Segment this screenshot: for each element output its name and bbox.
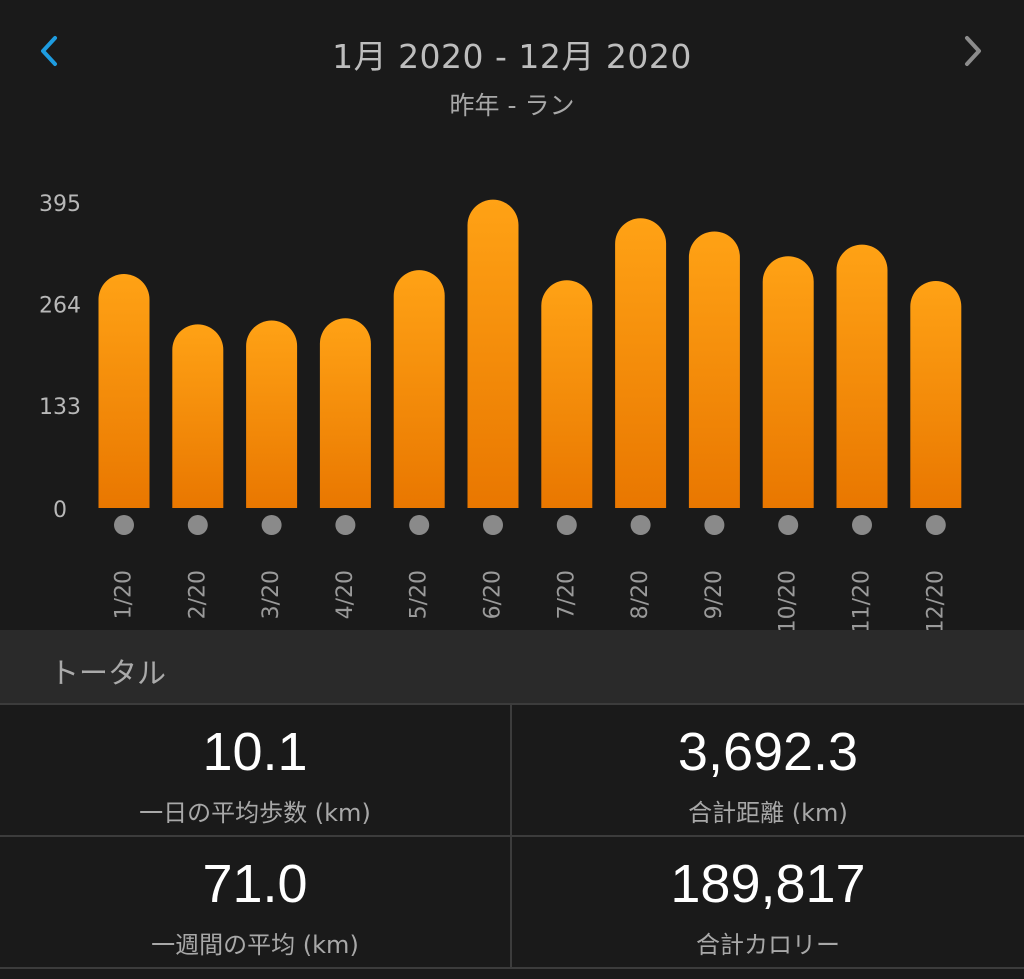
- month-dot[interactable]: [630, 515, 651, 535]
- bar-8-20[interactable]: [615, 218, 667, 508]
- bar-3-20[interactable]: [246, 320, 298, 508]
- x-tick-label: 4/20: [333, 570, 358, 619]
- x-tick-label: 9/20: [702, 570, 727, 619]
- x-tick-label: 12/20: [923, 570, 948, 630]
- bar-9-20[interactable]: [688, 231, 740, 508]
- previous-period-button[interactable]: [26, 28, 72, 74]
- month-dot[interactable]: [335, 515, 356, 535]
- stat-daily-average: 10.1 一日の平均歩数 (km): [0, 705, 512, 837]
- bar-chart: 0 133 264 395 1/20 2/20 3/20 4/20 5/20 6/20 7/20 8…: [39, 192, 962, 633]
- bar-12-20[interactable]: [910, 281, 962, 508]
- stat-label: 合計距離 (km): [688, 799, 848, 827]
- stat-label: 一日の平均歩数 (km): [139, 799, 371, 827]
- stat-total-calories: 189,817 合計カロリー: [512, 837, 1024, 969]
- x-tick-label: 10/20: [776, 570, 801, 630]
- page-subtitle: 昨年 - ラン: [449, 91, 575, 120]
- stat-value: 189,817: [670, 854, 866, 914]
- y-tick-label: 264: [39, 293, 81, 318]
- x-tick-label: 1/20: [112, 570, 137, 619]
- page-title: 1月 2020 - 12月 2020: [332, 37, 692, 76]
- stat-value: 10.1: [202, 722, 308, 782]
- stat-value: 71.0: [202, 854, 308, 914]
- chevron-left-icon: [41, 36, 57, 66]
- bar-4-20[interactable]: [319, 318, 371, 508]
- x-tick-label: 6/20: [481, 570, 506, 619]
- month-dot[interactable]: [925, 515, 946, 535]
- bar-2-20[interactable]: [172, 324, 224, 508]
- month-dot[interactable]: [778, 515, 799, 535]
- bar-6-20[interactable]: [467, 199, 519, 508]
- month-dot[interactable]: [114, 515, 134, 535]
- bar-11-20[interactable]: [836, 244, 888, 508]
- bar-10-20[interactable]: [762, 256, 814, 508]
- month-dot[interactable]: [483, 515, 503, 535]
- x-tick-label: 7/20: [554, 570, 579, 619]
- x-tick-label: 2/20: [185, 570, 210, 619]
- y-tick-label: 0: [53, 498, 67, 523]
- chevron-right-icon: [965, 36, 981, 66]
- x-tick-label: 3/20: [259, 570, 284, 619]
- y-tick-label: 395: [39, 192, 81, 217]
- bar-5-20[interactable]: [393, 270, 445, 508]
- x-tick-label: 8/20: [628, 570, 653, 619]
- stat-label: 一週間の平均 (km): [151, 931, 359, 959]
- totals-section-header: トータル: [0, 630, 1024, 705]
- header: 1月 2020 - 12月 2020 昨年 - ラン: [0, 0, 1024, 130]
- x-tick-label: 5/20: [407, 570, 432, 619]
- month-dot[interactable]: [556, 515, 577, 535]
- x-tick-label: 11/20: [850, 570, 875, 630]
- y-tick-label: 133: [39, 395, 81, 420]
- monthly-distance-chart: 0 133 264 395 1/20 2/20 3/20 4/20 5/20 6/20 7/20 8…: [0, 130, 1024, 633]
- totals-grid: 10.1 一日の平均歩数 (km) 3,692.3 合計距離 (km) 71.0…: [0, 705, 1024, 979]
- stat-label: 合計カロリー: [696, 931, 840, 959]
- stat-total-distance: 3,692.3 合計距離 (km): [512, 705, 1024, 837]
- month-dot[interactable]: [261, 515, 282, 535]
- month-dot[interactable]: [409, 515, 430, 535]
- stat-weekly-average: 71.0 一週間の平均 (km): [0, 837, 512, 969]
- stat-value: 3,692.3: [677, 722, 859, 782]
- month-dot[interactable]: [704, 515, 725, 535]
- month-dot[interactable]: [852, 515, 872, 535]
- bar-1-20[interactable]: [98, 274, 150, 508]
- section-title: トータル: [50, 656, 167, 690]
- bar-7-20[interactable]: [541, 280, 593, 508]
- month-dot[interactable]: [187, 515, 208, 535]
- next-period-button[interactable]: [950, 28, 996, 74]
